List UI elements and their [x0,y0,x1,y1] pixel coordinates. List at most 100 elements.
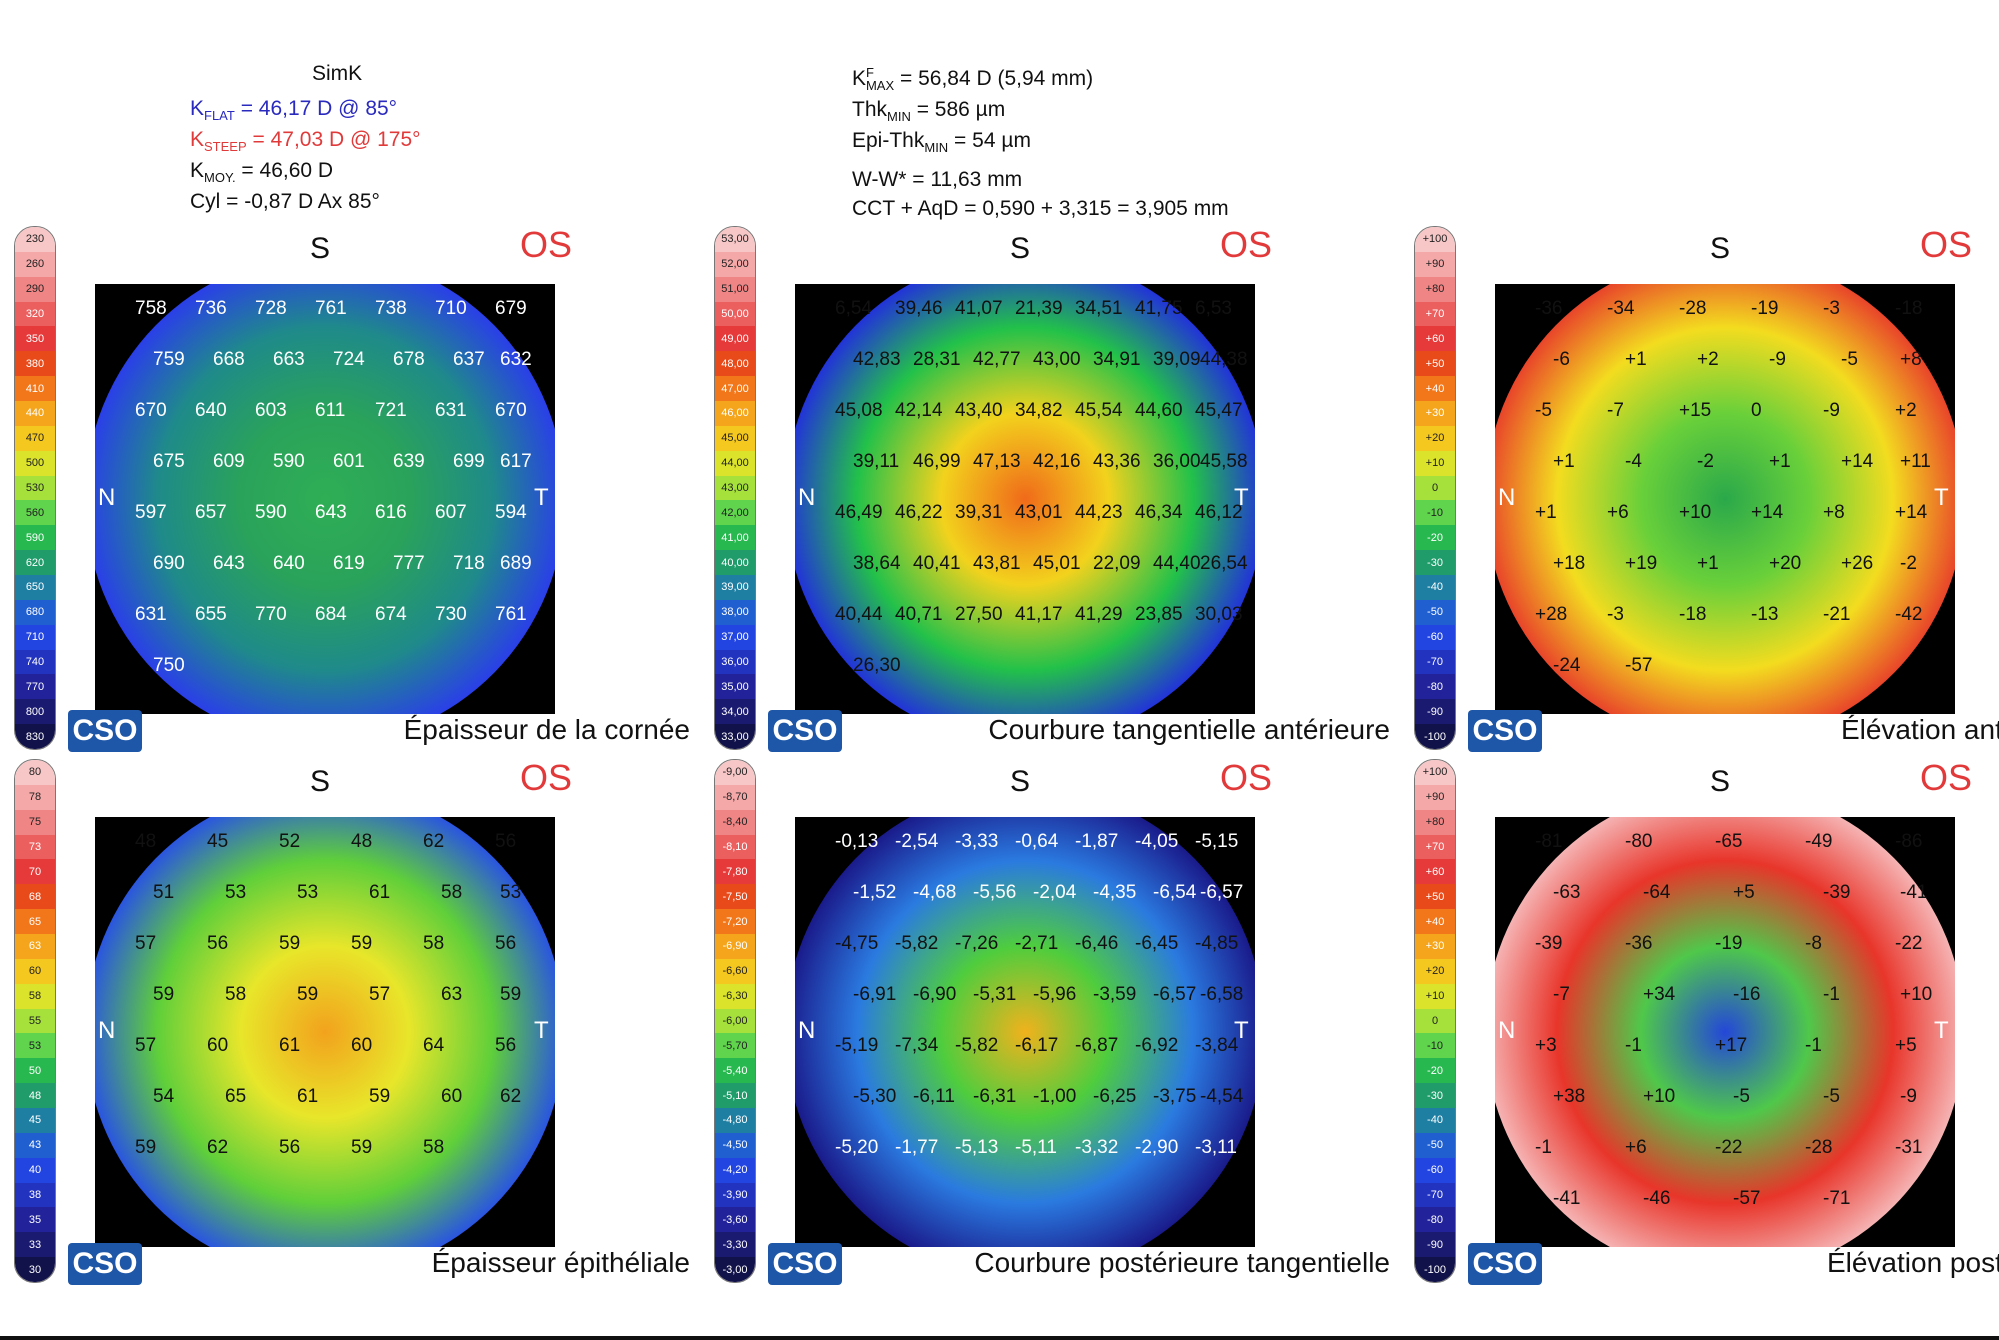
map-value: -22 [1895,933,1923,954]
scale-label: -60 [1415,1157,1455,1183]
map-value: 728 [255,298,287,319]
color-scale: 53,00 52,00 51,00 50,00 49,00 48,00 47,00 46,00… [714,226,756,750]
map-value: 64 [423,1035,445,1056]
map-value: 663 [273,349,305,370]
map-value: -7 [1553,984,1570,1005]
color-scale: +100 +90 +80 +70 +60 +50 +40 +30 +20 +10 0 -10 -20 -3… [1414,226,1456,750]
map-value: -3,32 [1075,1137,1119,1158]
map-value: 48 [135,831,157,852]
map-value: -49 [1805,831,1833,852]
scale-label: 43,00 [715,475,755,501]
scale-label: -50 [1415,599,1455,625]
color-scale: 230 260 290 320 350 380 410 440 470 500 530 560 590 6… [14,226,56,750]
scale-label: 50 [15,1058,55,1084]
map-value: 26,30 [853,655,901,676]
scale-label: 590 [15,525,55,551]
map-value: -7,26 [955,933,999,954]
map-value: 637 [453,349,485,370]
map-value: -6,90 [913,984,957,1005]
scale-label: -5,40 [715,1058,755,1084]
map-value: 44,60 [1135,400,1183,421]
map-value: 61 [279,1035,301,1056]
map-value: -5,11 [1015,1137,1057,1158]
map-value: -36 [1625,933,1653,954]
map-value: 730 [435,604,467,625]
map-value: 616 [375,502,407,523]
map-value: -5,20 [835,1137,879,1158]
map-value: +17 [1715,1035,1748,1056]
map-value: 58 [225,984,247,1005]
scale-label: 560 [15,500,55,526]
scale-label: 60 [15,958,55,984]
map-value: +1 [1697,553,1719,574]
map-value: 41,75 [1135,298,1183,319]
scale-label: 42,00 [715,500,755,526]
scale-label: -30 [1415,550,1455,576]
map-value: 45,47 [1195,400,1243,421]
map-value: -6 [1553,349,1570,370]
scale-label: 46,00 [715,401,755,426]
map-value: 41,29 [1075,604,1123,625]
eye-label: OS [520,757,573,798]
map-value: +10 [1643,1086,1676,1107]
scale-label: +20 [1415,958,1455,984]
superior-label: S [1010,765,1031,798]
map-value: -41 [1900,882,1928,903]
map-value: 631 [435,400,467,421]
map-value: +15 [1679,400,1712,421]
map-value: -19 [1715,933,1743,954]
map-value: 689 [500,553,532,574]
map-value: 38,64 [853,553,901,574]
map-value: 674 [375,604,407,625]
map-value: 619 [333,553,365,574]
map-value: 45 [207,831,229,852]
map-value: -3,59 [1093,984,1137,1005]
scale-label: 620 [15,550,55,576]
map-value: 44,38 [1200,349,1248,370]
scale-label: 36,00 [715,649,755,675]
map-value: 601 [333,451,365,472]
map-value: -7 [1607,400,1624,421]
map-value: 21,39 [1015,298,1063,319]
map-value: -6,17 [1015,1035,1059,1056]
map-value: -5 [1733,1086,1750,1107]
scale-label: +20 [1415,425,1455,451]
map-value: 609 [213,451,245,472]
scale-label: 41,00 [715,525,755,551]
map-value: 56 [279,1137,301,1158]
map-value: -6,45 [1135,933,1179,954]
map-value: 53 [297,882,319,903]
map-value: 761 [315,298,347,319]
map-value: 684 [315,604,347,625]
scale-label: +100 [1415,760,1455,785]
map-value: +1 [1535,502,1557,523]
map-value: 36,00 [1153,451,1201,472]
topography-map: -81 -80 -65 -49 -86 -63 -64 +5 -39 -41 -39 -36 -19 -8… [1495,817,1955,1247]
map-value: -2 [1697,451,1714,472]
map-value: -46 [1643,1188,1671,1209]
temporal-label: T [1934,1017,1949,1044]
kflat-line: KFLAT = 46,17 D @ 85° [190,97,398,123]
map-value: 58 [423,1137,445,1158]
map-value: -64 [1643,882,1671,903]
map-value: +11 [1900,451,1931,472]
map-value: 761 [495,604,527,625]
map-value: 724 [333,349,365,370]
map-value: 62 [207,1137,229,1158]
map-value: 46,22 [895,502,943,523]
map-value: 60 [351,1035,373,1056]
epi-line: Epi-ThkMIN = 54 µm [852,129,1031,155]
ww-line: W-W* = 11,63 mm [852,168,1023,191]
map-value: 53 [225,882,247,903]
map-value: -1 [1805,1035,1822,1056]
scale-label: -80 [1415,674,1455,700]
map-value: 40,41 [913,553,961,574]
scale-label: 47,00 [715,376,755,402]
scale-label: +80 [1415,276,1455,302]
map-value: +8 [1823,502,1845,523]
scale-label: +10 [1415,983,1455,1009]
scale-label: 39,00 [715,575,755,600]
map-value: 46,34 [1135,502,1183,523]
map-value: +8 [1900,349,1922,370]
scale-label: 49,00 [715,326,755,352]
